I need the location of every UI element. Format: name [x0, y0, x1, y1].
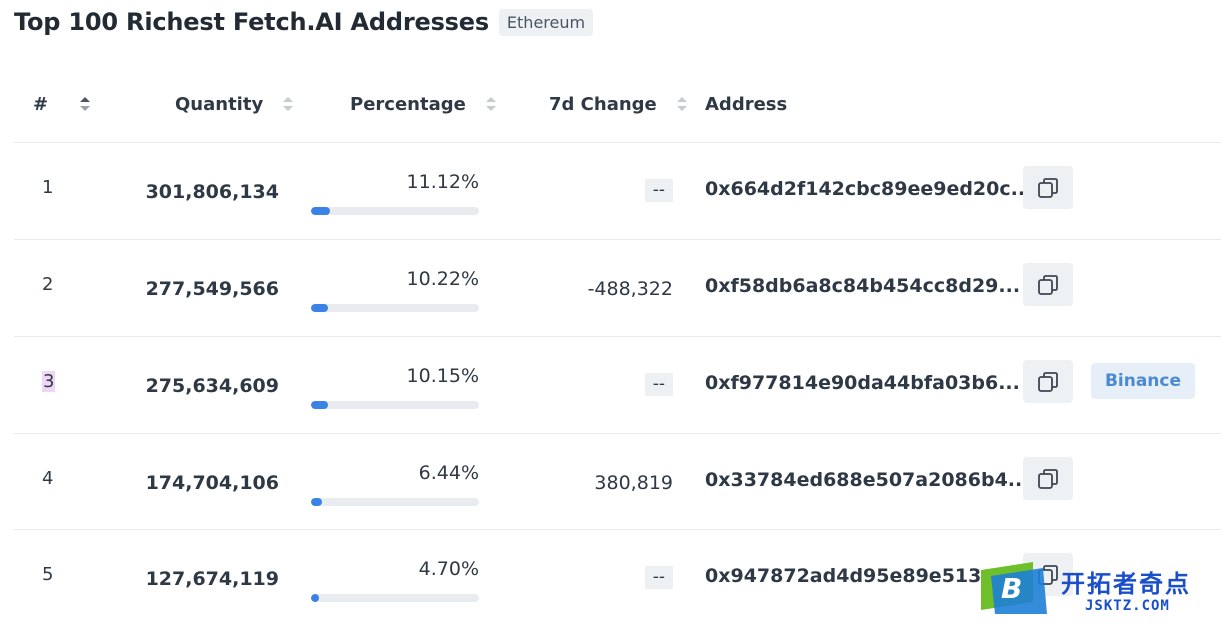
divider [14, 529, 1221, 530]
divider [14, 336, 1221, 337]
percentage-bar [311, 401, 479, 409]
percentage-bar-fill [311, 498, 322, 506]
col-header-quantity[interactable]: Quantity [175, 90, 294, 118]
table-row: 4 174,704,106 6.44% 380,819 0x33784ed688… [0, 434, 1221, 530]
copy-button[interactable] [1023, 263, 1073, 306]
percentage-cell: 4.70% [418, 558, 479, 580]
sort-icon[interactable] [80, 96, 91, 112]
col-header-percentage[interactable]: Percentage [350, 90, 496, 118]
percentage-cell: 11.12% [406, 171, 479, 193]
rank-cell: 2 [42, 274, 54, 295]
copy-icon [1038, 468, 1058, 489]
change-cell: -- [644, 179, 673, 202]
col-header-rank-label: # [33, 93, 49, 115]
table-row: 3 275,634,609 10.15% -- 0xf977814e90da44… [0, 337, 1221, 433]
copy-button[interactable] [1023, 457, 1073, 500]
address-link[interactable]: 0x947872ad4d95e89e513c [705, 565, 993, 587]
col-header-address: Address [705, 90, 787, 118]
address-link[interactable]: 0xf977814e90da44bfa03b6... [705, 372, 1020, 394]
change-cell: 380,819 [594, 472, 673, 494]
quantity-cell: 174,704,106 [145, 472, 279, 494]
percentage-bar [311, 594, 479, 602]
col-header-7d-change-label: 7d Change [549, 93, 657, 115]
percentage-cell: 6.44% [418, 462, 479, 484]
rank-cell: 3 [42, 371, 56, 392]
col-header-7d-change[interactable]: 7d Change [549, 90, 687, 118]
rank-cell: 4 [42, 468, 54, 489]
percentage-bar-fill [311, 304, 329, 312]
sort-icon[interactable] [485, 96, 496, 112]
col-header-rank[interactable]: # [33, 90, 91, 118]
col-header-percentage-label: Percentage [350, 93, 466, 115]
sort-icon[interactable] [283, 96, 294, 112]
quantity-cell: 275,634,609 [145, 375, 279, 397]
change-cell: -488,322 [587, 278, 673, 300]
col-header-quantity-label: Quantity [175, 93, 264, 115]
copy-button[interactable] [1023, 360, 1073, 403]
rank-cell: 5 [42, 564, 54, 585]
percentage-bar-fill [311, 401, 329, 409]
page-header: Top 100 Richest Fetch.AI Addresses Ether… [14, 8, 594, 36]
watermark: B 开拓者奇点 JSKTZ.COM [981, 558, 1217, 614]
copy-icon [1038, 371, 1058, 392]
col-header-address-label: Address [705, 93, 788, 115]
exchange-tag[interactable]: Binance [1091, 363, 1195, 399]
table-row: 2 277,549,566 10.22% -488,322 0xf58db6a8… [0, 240, 1221, 336]
quantity-cell: 301,806,134 [145, 181, 279, 203]
percentage-cell: 10.22% [406, 268, 479, 290]
divider [14, 433, 1221, 434]
percentage-bar [311, 304, 479, 312]
change-cell: -- [644, 373, 673, 396]
percentage-bar-fill [311, 594, 319, 602]
percentage-bar [311, 498, 479, 506]
percentage-bar [311, 207, 479, 215]
table-row: 5 127,674,119 4.70% -- 0x947872ad4d95e89… [0, 530, 1221, 626]
divider [14, 239, 1221, 240]
quantity-cell: 277,549,566 [145, 278, 279, 300]
chain-badge[interactable]: Ethereum [498, 8, 594, 36]
divider [14, 142, 1221, 143]
watermark-logo-letter: B [1001, 572, 1022, 605]
sort-icon[interactable] [676, 96, 687, 112]
copy-icon [1038, 177, 1058, 198]
watermark-domain: JSKTZ.COM [1085, 598, 1170, 614]
percentage-cell: 10.15% [406, 365, 479, 387]
quantity-cell: 127,674,119 [145, 568, 279, 590]
copy-icon [1038, 274, 1058, 295]
address-link[interactable]: 0x33784ed688e507a2086b4... [705, 469, 1030, 491]
page-title: Top 100 Richest Fetch.AI Addresses [14, 8, 489, 36]
change-cell: -- [644, 566, 673, 589]
watermark-logo: B [981, 562, 1047, 614]
address-link[interactable]: 0x664d2f142cbc89ee9ed20c... [705, 178, 1033, 200]
address-link[interactable]: 0xf58db6a8c84b454cc8d29... [705, 275, 1021, 297]
copy-button[interactable] [1023, 166, 1073, 209]
watermark-name: 开拓者奇点 [1061, 570, 1191, 598]
percentage-bar-fill [311, 207, 330, 215]
table-row: 1 301,806,134 11.12% -- 0x664d2f142cbc89… [0, 143, 1221, 239]
rank-cell: 1 [42, 177, 54, 198]
